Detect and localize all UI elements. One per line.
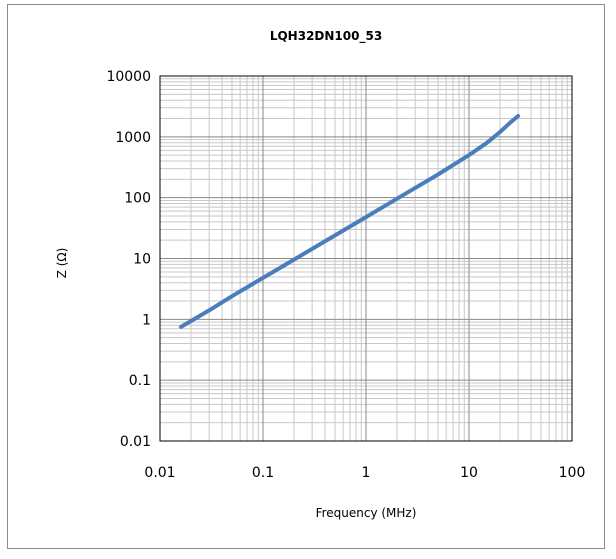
x-tick-label: 1 bbox=[362, 465, 371, 481]
y-tick-label: 1 bbox=[142, 312, 151, 328]
x-tick-label: 0.01 bbox=[144, 465, 175, 481]
chart-title: LQH32DN100_53 bbox=[270, 29, 382, 44]
impedance-curve bbox=[179, 114, 521, 329]
y-tick-label: 1000 bbox=[115, 130, 151, 146]
y-tick-label: 0.01 bbox=[120, 434, 151, 450]
major-gridlines bbox=[160, 76, 572, 441]
x-tick-label: 100 bbox=[559, 465, 586, 481]
y-tick-label: 0.1 bbox=[129, 373, 151, 389]
plot-area bbox=[159, 75, 573, 442]
x-tick-label: 10 bbox=[460, 465, 478, 481]
y-tick-label: 100 bbox=[124, 191, 151, 207]
x-tick-label: 0.1 bbox=[252, 465, 274, 481]
x-axis-title: Frequency (MHz) bbox=[316, 506, 417, 520]
series-layer bbox=[179, 114, 521, 329]
y-axis-title: Z (Ω) bbox=[55, 248, 69, 279]
y-tick-label: 10000 bbox=[106, 69, 151, 85]
x-tick-labels: 0.01 0.1 1 10 100 bbox=[144, 465, 585, 481]
y-tick-label: 10 bbox=[133, 252, 151, 268]
y-tick-labels: 0.01 0.1 1 10 100 1000 10000 bbox=[106, 69, 151, 450]
